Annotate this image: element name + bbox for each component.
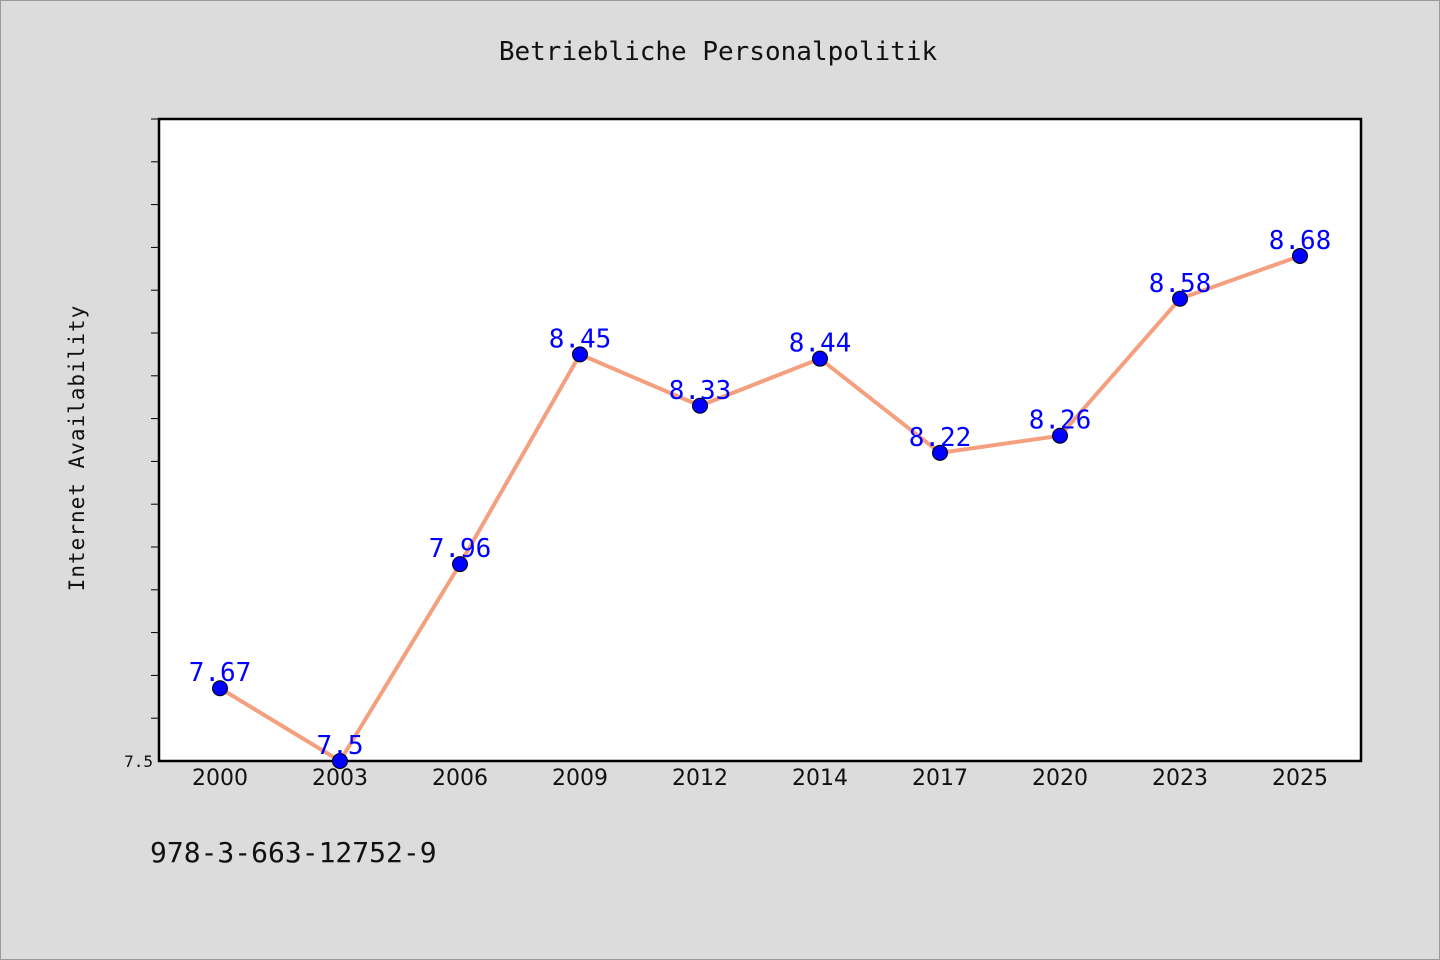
data-point (1052, 427, 1068, 444)
x-tick-label: 2017 (912, 766, 968, 791)
data-label: 8.26 (1029, 406, 1092, 436)
x-tick-label: 2003 (312, 766, 368, 791)
x-tick-label: 2014 (792, 766, 848, 791)
data-labels: 7.67 7.5 7.96 8.45 8.33 8.44 8.22 8.26 8.58 8.68 (189, 226, 1332, 761)
x-tick-label: 2009 (552, 766, 608, 791)
data-point (212, 680, 228, 697)
y-axis-label: Internet Availability (65, 305, 89, 592)
x-tick-label: 2025 (1272, 766, 1328, 791)
data-label: 8.58 (1149, 269, 1212, 299)
data-point (932, 444, 948, 461)
data-point (572, 346, 588, 363)
x-tick-label: 2012 (672, 766, 728, 791)
data-point (1172, 290, 1188, 307)
data-label: 8.22 (909, 423, 972, 453)
isbn-text: 978-3-663-12752-9 (150, 836, 437, 869)
y-tick-label: 7.5 (124, 752, 153, 771)
chart-title: Betriebliche Personalpolitik (499, 37, 938, 67)
x-tick-label: 2020 (1032, 766, 1088, 791)
plot-area (157, 117, 1363, 763)
data-label: 7.96 (429, 534, 492, 564)
x-tick-label: 2000 (192, 766, 248, 791)
data-label: 8.44 (789, 329, 852, 359)
x-tick-label: 2006 (432, 766, 488, 791)
x-ticks: 2000 2003 2006 2009 2012 2014 2017 2020 2023 2025 (192, 766, 1328, 791)
series-line (218, 254, 1301, 763)
data-point (332, 753, 348, 769)
data-point (452, 556, 468, 573)
data-point (692, 397, 708, 414)
y-ticks: 7.5 (124, 118, 159, 771)
x-tick-label: 2023 (1152, 766, 1208, 791)
data-point (1292, 247, 1308, 264)
data-label: 7.5 (317, 731, 364, 761)
data-label: 8.45 (549, 324, 612, 354)
data-label: 7.67 (189, 658, 252, 688)
data-label: 8.33 (669, 376, 732, 406)
data-markers (212, 247, 1308, 769)
data-label: 8.68 (1269, 226, 1332, 256)
data-point (812, 350, 828, 367)
